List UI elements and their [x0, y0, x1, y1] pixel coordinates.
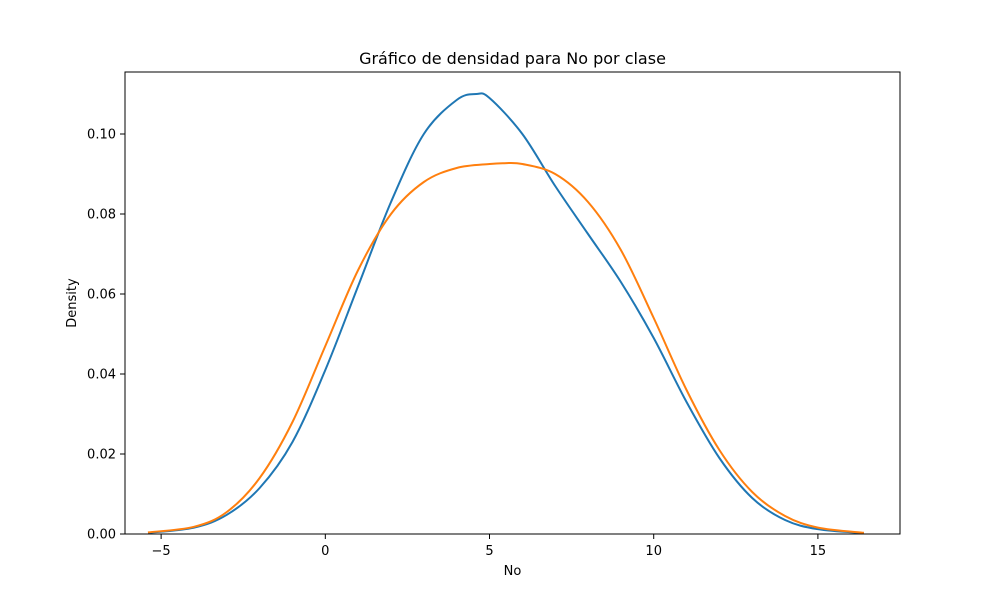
y-axis: 0.00 0.02 0.04 0.06 0.08 0.10 — [87, 128, 125, 543]
x-axis-title: No — [504, 564, 522, 579]
plot-area — [147, 92, 864, 535]
y-tick-label: 0.02 — [87, 448, 116, 463]
x-tick-label: 0 — [321, 544, 329, 559]
chart-title: Gráfico de densidad para No por clase — [359, 49, 666, 68]
y-tick-label: 0.10 — [87, 128, 116, 143]
density-line-1 — [147, 92, 864, 535]
y-tick-label: 0.08 — [87, 208, 116, 223]
plot-frame — [124, 71, 901, 535]
y-tick-label: 0.04 — [87, 368, 116, 383]
x-tick-label: −5 — [152, 544, 171, 559]
y-tick-label: 0.00 — [87, 528, 116, 543]
y-axis-title: Density — [65, 278, 80, 328]
y-tick-label: 0.06 — [87, 288, 116, 303]
density-line-2 — [147, 161, 864, 534]
x-tick-label: 5 — [485, 544, 493, 559]
x-tick-label: 15 — [810, 544, 827, 559]
x-axis: −5 0 5 10 15 — [152, 534, 827, 559]
x-tick-label: 10 — [645, 544, 662, 559]
